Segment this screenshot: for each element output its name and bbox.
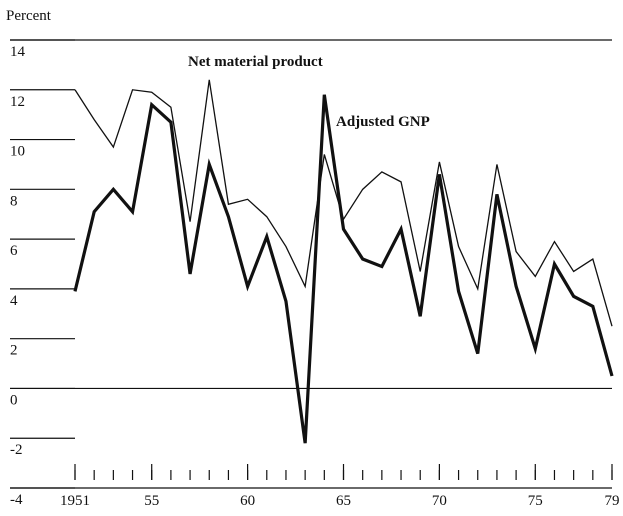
x-tick-label: 55 <box>144 493 159 509</box>
x-tick-label: 79 <box>605 493 620 509</box>
y-tick-label: 12 <box>10 94 25 110</box>
series-line <box>73 94 614 444</box>
y-tick-label: 14 <box>10 44 26 60</box>
x-tick-label: 1951 <box>60 493 90 509</box>
y-tick-label: 0 <box>10 392 18 408</box>
x-tick-label: 75 <box>528 493 543 509</box>
y-tick-label: 2 <box>10 343 18 359</box>
x-tick-label: 70 <box>432 493 447 509</box>
annotation: Net material product <box>188 54 323 70</box>
x-tick-label: 60 <box>240 493 255 509</box>
y-tick-label: 4 <box>10 293 18 309</box>
y-axis-label: Percent <box>6 8 52 24</box>
y-tick-label: -2 <box>10 442 23 458</box>
y-tick-label: 10 <box>10 144 25 160</box>
x-tick-label: 65 <box>336 493 351 509</box>
y-tick-label: 8 <box>10 193 18 209</box>
y-tick-label: 6 <box>10 243 18 259</box>
y-tick-label: -4 <box>10 492 23 508</box>
annotation: Adjusted GNP <box>336 114 430 130</box>
